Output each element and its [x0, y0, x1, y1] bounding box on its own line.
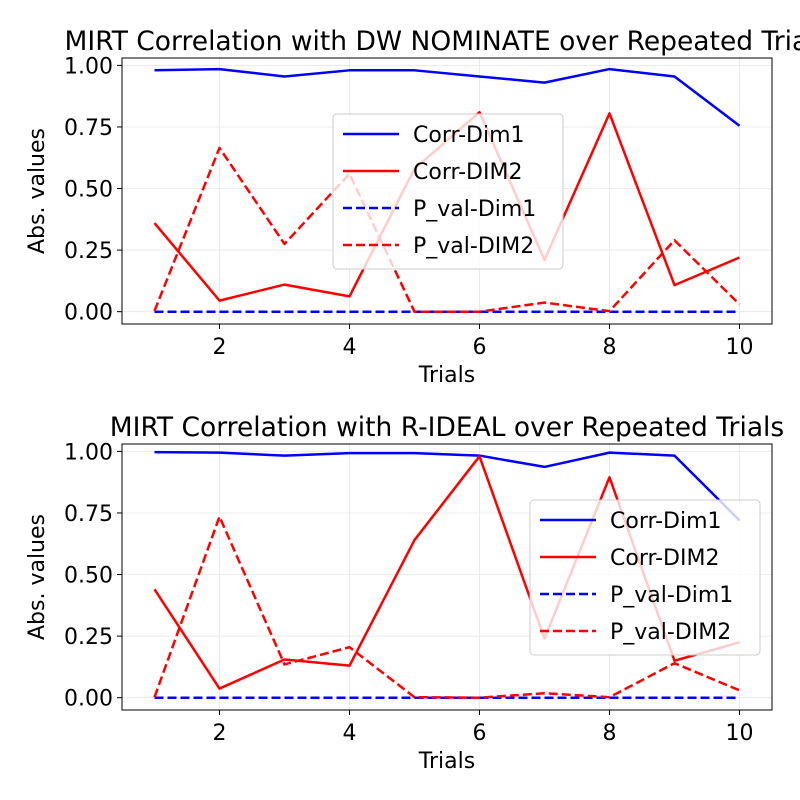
series-line-p-val-dim2 — [153, 515, 740, 699]
y-tick-label: 1.00 — [64, 440, 113, 465]
legend-label: P_val-Dim1 — [413, 197, 536, 222]
legend-label: Corr-DIM2 — [610, 546, 719, 571]
x-tick-label: 4 — [343, 721, 357, 746]
legend-label: P_val-Dim1 — [610, 583, 733, 608]
legend-label: Corr-Dim1 — [413, 123, 525, 148]
y-tick-label: 0.00 — [64, 687, 113, 712]
x-axis-label: Trials — [418, 749, 475, 774]
legend-label: P_val-DIM2 — [413, 234, 534, 259]
y-tick-label: 0.75 — [64, 116, 113, 141]
legend: Corr-Dim1 Corr-DIM2 P_val-Dim1 P_val-DIM2 — [332, 113, 564, 270]
series-line-corr-dim1 — [154, 450, 741, 522]
y-tick-label: 0.50 — [64, 564, 113, 589]
series-line-p-val-dim2 — [153, 146, 741, 313]
x-tick-label: 6 — [473, 335, 487, 360]
chart-title: MIRT Correlation with DW NOMINATE over R… — [65, 26, 800, 57]
x-tick-label: 10 — [726, 721, 754, 746]
legend-label: Corr-Dim1 — [610, 509, 722, 534]
legend: Corr-Dim1 Corr-DIM2 P_val-Dim1 P_val-DIM2 — [529, 499, 761, 656]
x-tick-label: 6 — [473, 721, 487, 746]
x-tick-label: 2 — [213, 335, 227, 360]
axes-frame — [121, 443, 773, 711]
x-tick-label: 8 — [603, 721, 617, 746]
chart-title: MIRT Correlation with R-IDEAL over Repea… — [110, 412, 784, 443]
y-tick-label: 0.25 — [64, 625, 113, 650]
x-axis-label: Trials — [418, 363, 475, 388]
y-tick-label: 1.00 — [64, 54, 113, 79]
y-axis-label: Abs. values — [25, 514, 50, 640]
legend-label: P_val-DIM2 — [610, 620, 731, 645]
x-tick-label: 4 — [343, 335, 357, 360]
legend-box — [332, 113, 564, 270]
y-axis-label: Abs. values — [25, 128, 50, 254]
x-tick-label: 10 — [726, 335, 754, 360]
y-tick-label: 0.75 — [64, 502, 113, 527]
y-tick-label: 0.25 — [64, 239, 113, 264]
legend-label: Corr-DIM2 — [413, 160, 522, 185]
y-tick-label: 0.00 — [64, 301, 113, 326]
y-tick-label: 0.50 — [64, 178, 113, 203]
series-line-corr-dim1 — [154, 67, 741, 127]
legend-box — [529, 499, 761, 656]
axes-frame — [121, 57, 773, 325]
x-tick-label: 8 — [603, 335, 617, 360]
x-tick-label: 2 — [213, 721, 227, 746]
